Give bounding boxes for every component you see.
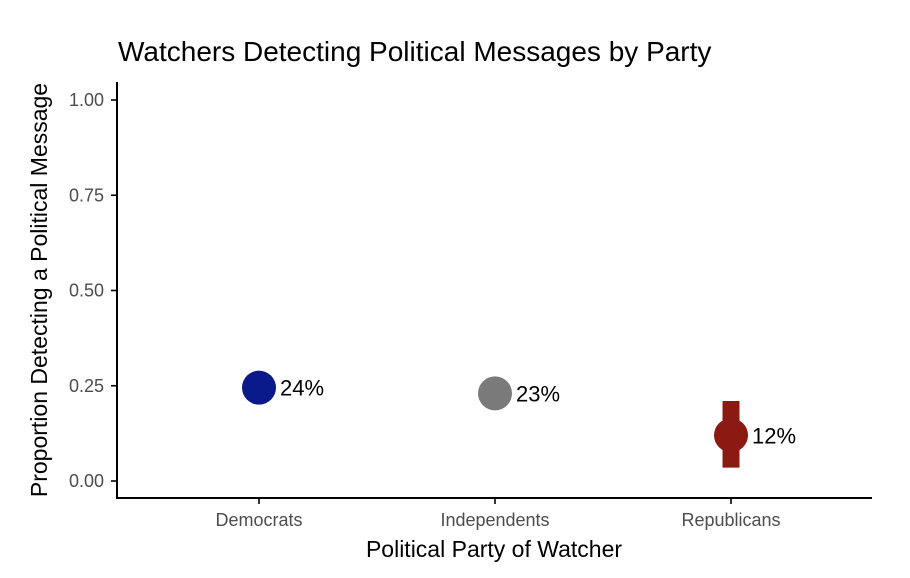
x-tick-label: Independents <box>440 510 549 530</box>
data-label: 12% <box>752 423 796 448</box>
data-label: 23% <box>516 381 560 406</box>
y-tick-label: 0.00 <box>69 471 104 491</box>
data-marks: 24% 23% 12% <box>242 370 796 468</box>
y-axis: 0.00 0.25 0.50 0.75 1.00 <box>69 82 118 499</box>
chart-title: Watchers Detecting Political Messages by… <box>118 36 711 67</box>
x-axis-title: Political Party of Watcher <box>366 536 622 562</box>
x-tick-label: Democrats <box>215 510 302 530</box>
y-tick-label: 0.50 <box>69 281 104 301</box>
y-tick-label: 0.25 <box>69 376 104 396</box>
data-point <box>478 376 512 411</box>
data-label: 24% <box>280 376 324 401</box>
y-tick-label: 1.00 <box>69 90 104 110</box>
y-axis-title: Proportion Detecting a Political Message <box>26 83 52 497</box>
x-axis: Democrats Independents Republicans <box>116 497 872 530</box>
y-tick-label: 0.75 <box>69 185 104 205</box>
data-point <box>714 418 748 453</box>
x-tick-label: Republicans <box>681 510 780 530</box>
data-point <box>242 370 276 405</box>
